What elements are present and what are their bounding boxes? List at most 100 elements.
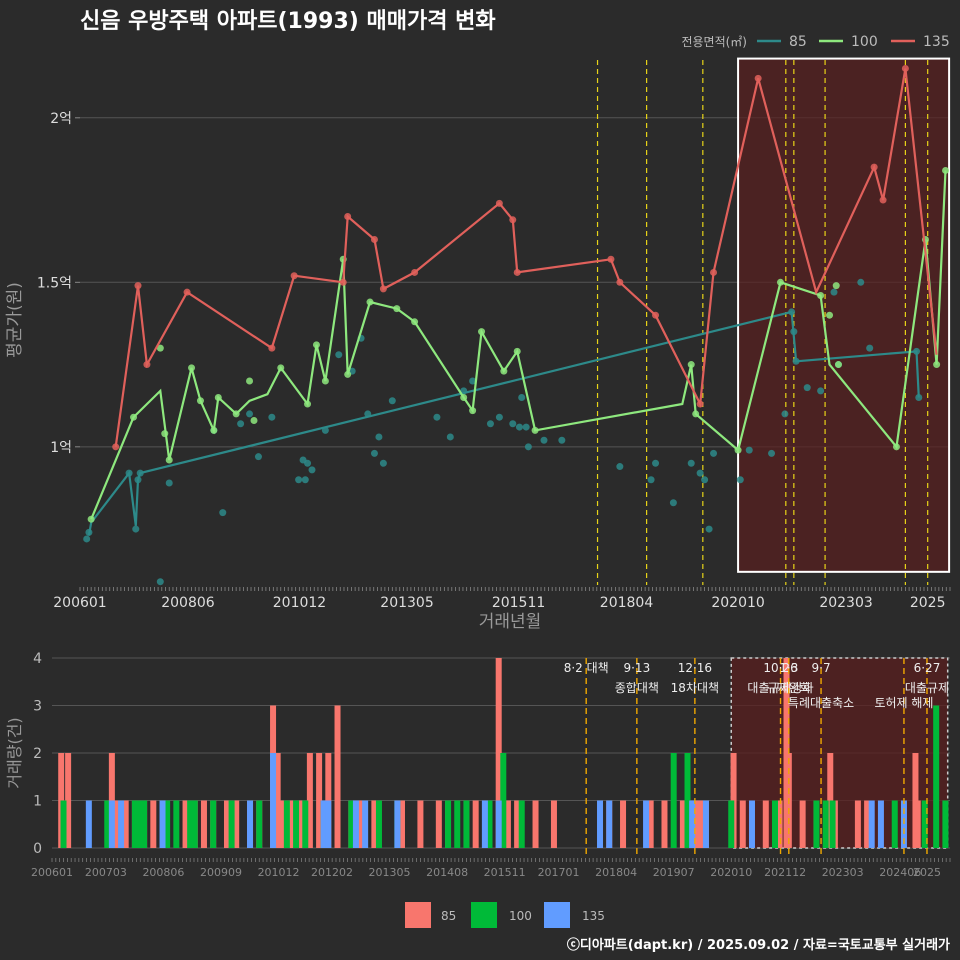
bar-y-axis-label: 거래량(건) bbox=[5, 717, 24, 788]
x-tick-label: 202303 bbox=[819, 595, 872, 611]
data-point-135 bbox=[268, 344, 276, 352]
bar-135 bbox=[85, 800, 92, 848]
data-point-100 bbox=[321, 377, 329, 385]
bar-135 bbox=[352, 800, 359, 848]
bar-85 bbox=[65, 753, 72, 848]
data-point-100 bbox=[478, 328, 486, 336]
bar-100 bbox=[136, 800, 143, 848]
bar-100 bbox=[813, 800, 820, 848]
y-axis-label: 평균가(원) bbox=[5, 282, 25, 358]
data-point-100 bbox=[210, 426, 218, 434]
bar-135 bbox=[748, 800, 755, 848]
bar-85 bbox=[334, 705, 341, 848]
bar-85 bbox=[357, 800, 364, 848]
bar-85 bbox=[762, 800, 769, 848]
bar-85 bbox=[532, 800, 539, 848]
policy-annotation-sublabel: 대출규제강화 bbox=[747, 681, 813, 695]
data-point-135 bbox=[607, 255, 615, 263]
data-point-85 bbox=[817, 387, 825, 395]
bar-135 bbox=[362, 800, 369, 848]
data-point-135 bbox=[754, 74, 762, 82]
data-point-135 bbox=[495, 199, 503, 207]
data-point-85 bbox=[321, 426, 329, 434]
data-point-100 bbox=[687, 361, 695, 369]
bar-x-tick-label: 201012 bbox=[258, 866, 300, 879]
bar-100 bbox=[891, 800, 898, 848]
data-point-135 bbox=[290, 272, 298, 280]
bar-100 bbox=[60, 800, 67, 848]
legend-swatch-135 bbox=[544, 902, 570, 928]
data-point-85 bbox=[647, 476, 655, 484]
bar-100 bbox=[670, 753, 677, 848]
data-point-100 bbox=[469, 407, 477, 415]
bar-85 bbox=[661, 800, 668, 848]
data-point-100 bbox=[531, 426, 539, 434]
data-point-100 bbox=[366, 298, 374, 306]
bar-85 bbox=[550, 800, 557, 848]
data-point-100 bbox=[156, 344, 164, 352]
data-point-85 bbox=[701, 476, 709, 484]
bar-85 bbox=[306, 753, 313, 848]
data-point-135 bbox=[652, 311, 660, 319]
data-point-100 bbox=[393, 305, 401, 313]
bar-85 bbox=[233, 800, 240, 848]
policy-annotation-sublabel: 토허제 해제 bbox=[874, 696, 933, 710]
bar-135 bbox=[270, 753, 277, 848]
data-point-100 bbox=[892, 443, 900, 451]
credit-text: ⓒ디아파트(dapt.kr) / 2025.09.02 / 자료=국토교통부 실… bbox=[567, 937, 950, 953]
policy-annotation-label: 12·16 bbox=[678, 661, 712, 675]
data-point-100 bbox=[161, 430, 169, 438]
bar-100 bbox=[173, 800, 180, 848]
data-point-100 bbox=[250, 416, 258, 424]
bar-85 bbox=[150, 800, 157, 848]
data-point-135 bbox=[870, 163, 878, 171]
bar-85 bbox=[693, 800, 700, 848]
data-point-85 bbox=[301, 476, 309, 484]
data-point-100 bbox=[277, 364, 285, 372]
x-tick-label: 201511 bbox=[492, 595, 545, 611]
data-point-85 bbox=[83, 535, 91, 543]
data-point-85 bbox=[830, 288, 838, 296]
data-point-85 bbox=[616, 463, 624, 471]
bar-x-tick-label: 201907 bbox=[653, 866, 695, 879]
data-point-100 bbox=[513, 347, 521, 355]
data-point-135 bbox=[344, 213, 352, 221]
data-point-85 bbox=[913, 347, 921, 355]
data-point-100 bbox=[933, 361, 941, 369]
data-point-135 bbox=[696, 400, 704, 408]
bar-100 bbox=[256, 800, 263, 848]
bar-100 bbox=[302, 800, 309, 848]
data-point-85 bbox=[486, 420, 494, 428]
data-point-85 bbox=[335, 351, 343, 359]
bar-85 bbox=[316, 753, 323, 848]
bar-85 bbox=[620, 800, 627, 848]
data-point-135 bbox=[513, 268, 521, 276]
bar-85 bbox=[371, 800, 378, 848]
bar-85 bbox=[776, 800, 783, 848]
data-point-100 bbox=[500, 367, 508, 375]
bar-85 bbox=[398, 800, 405, 848]
bar-85 bbox=[739, 800, 746, 848]
data-point-100 bbox=[196, 397, 204, 405]
data-point-135 bbox=[710, 268, 718, 276]
data-point-85 bbox=[136, 469, 144, 477]
bar-y-tick-label: 0 bbox=[33, 841, 42, 857]
data-point-85 bbox=[156, 578, 164, 586]
data-point-100 bbox=[214, 393, 222, 401]
legend-label-135: 135 bbox=[923, 34, 950, 50]
data-point-85 bbox=[132, 525, 140, 533]
bar-135 bbox=[320, 800, 327, 848]
data-point-85 bbox=[803, 384, 811, 392]
data-point-85 bbox=[790, 328, 798, 336]
bar-x-tick-label: 201305 bbox=[369, 866, 411, 879]
data-point-135 bbox=[411, 268, 419, 276]
data-point-135 bbox=[901, 64, 909, 72]
data-point-100 bbox=[832, 282, 840, 290]
data-point-100 bbox=[834, 361, 842, 369]
bar-x-tick-label: 202406 bbox=[879, 866, 921, 879]
bar-85 bbox=[122, 800, 129, 848]
data-point-85 bbox=[268, 413, 276, 421]
bar-135 bbox=[606, 800, 613, 848]
bar-135 bbox=[108, 800, 115, 848]
bar-135 bbox=[247, 800, 254, 848]
